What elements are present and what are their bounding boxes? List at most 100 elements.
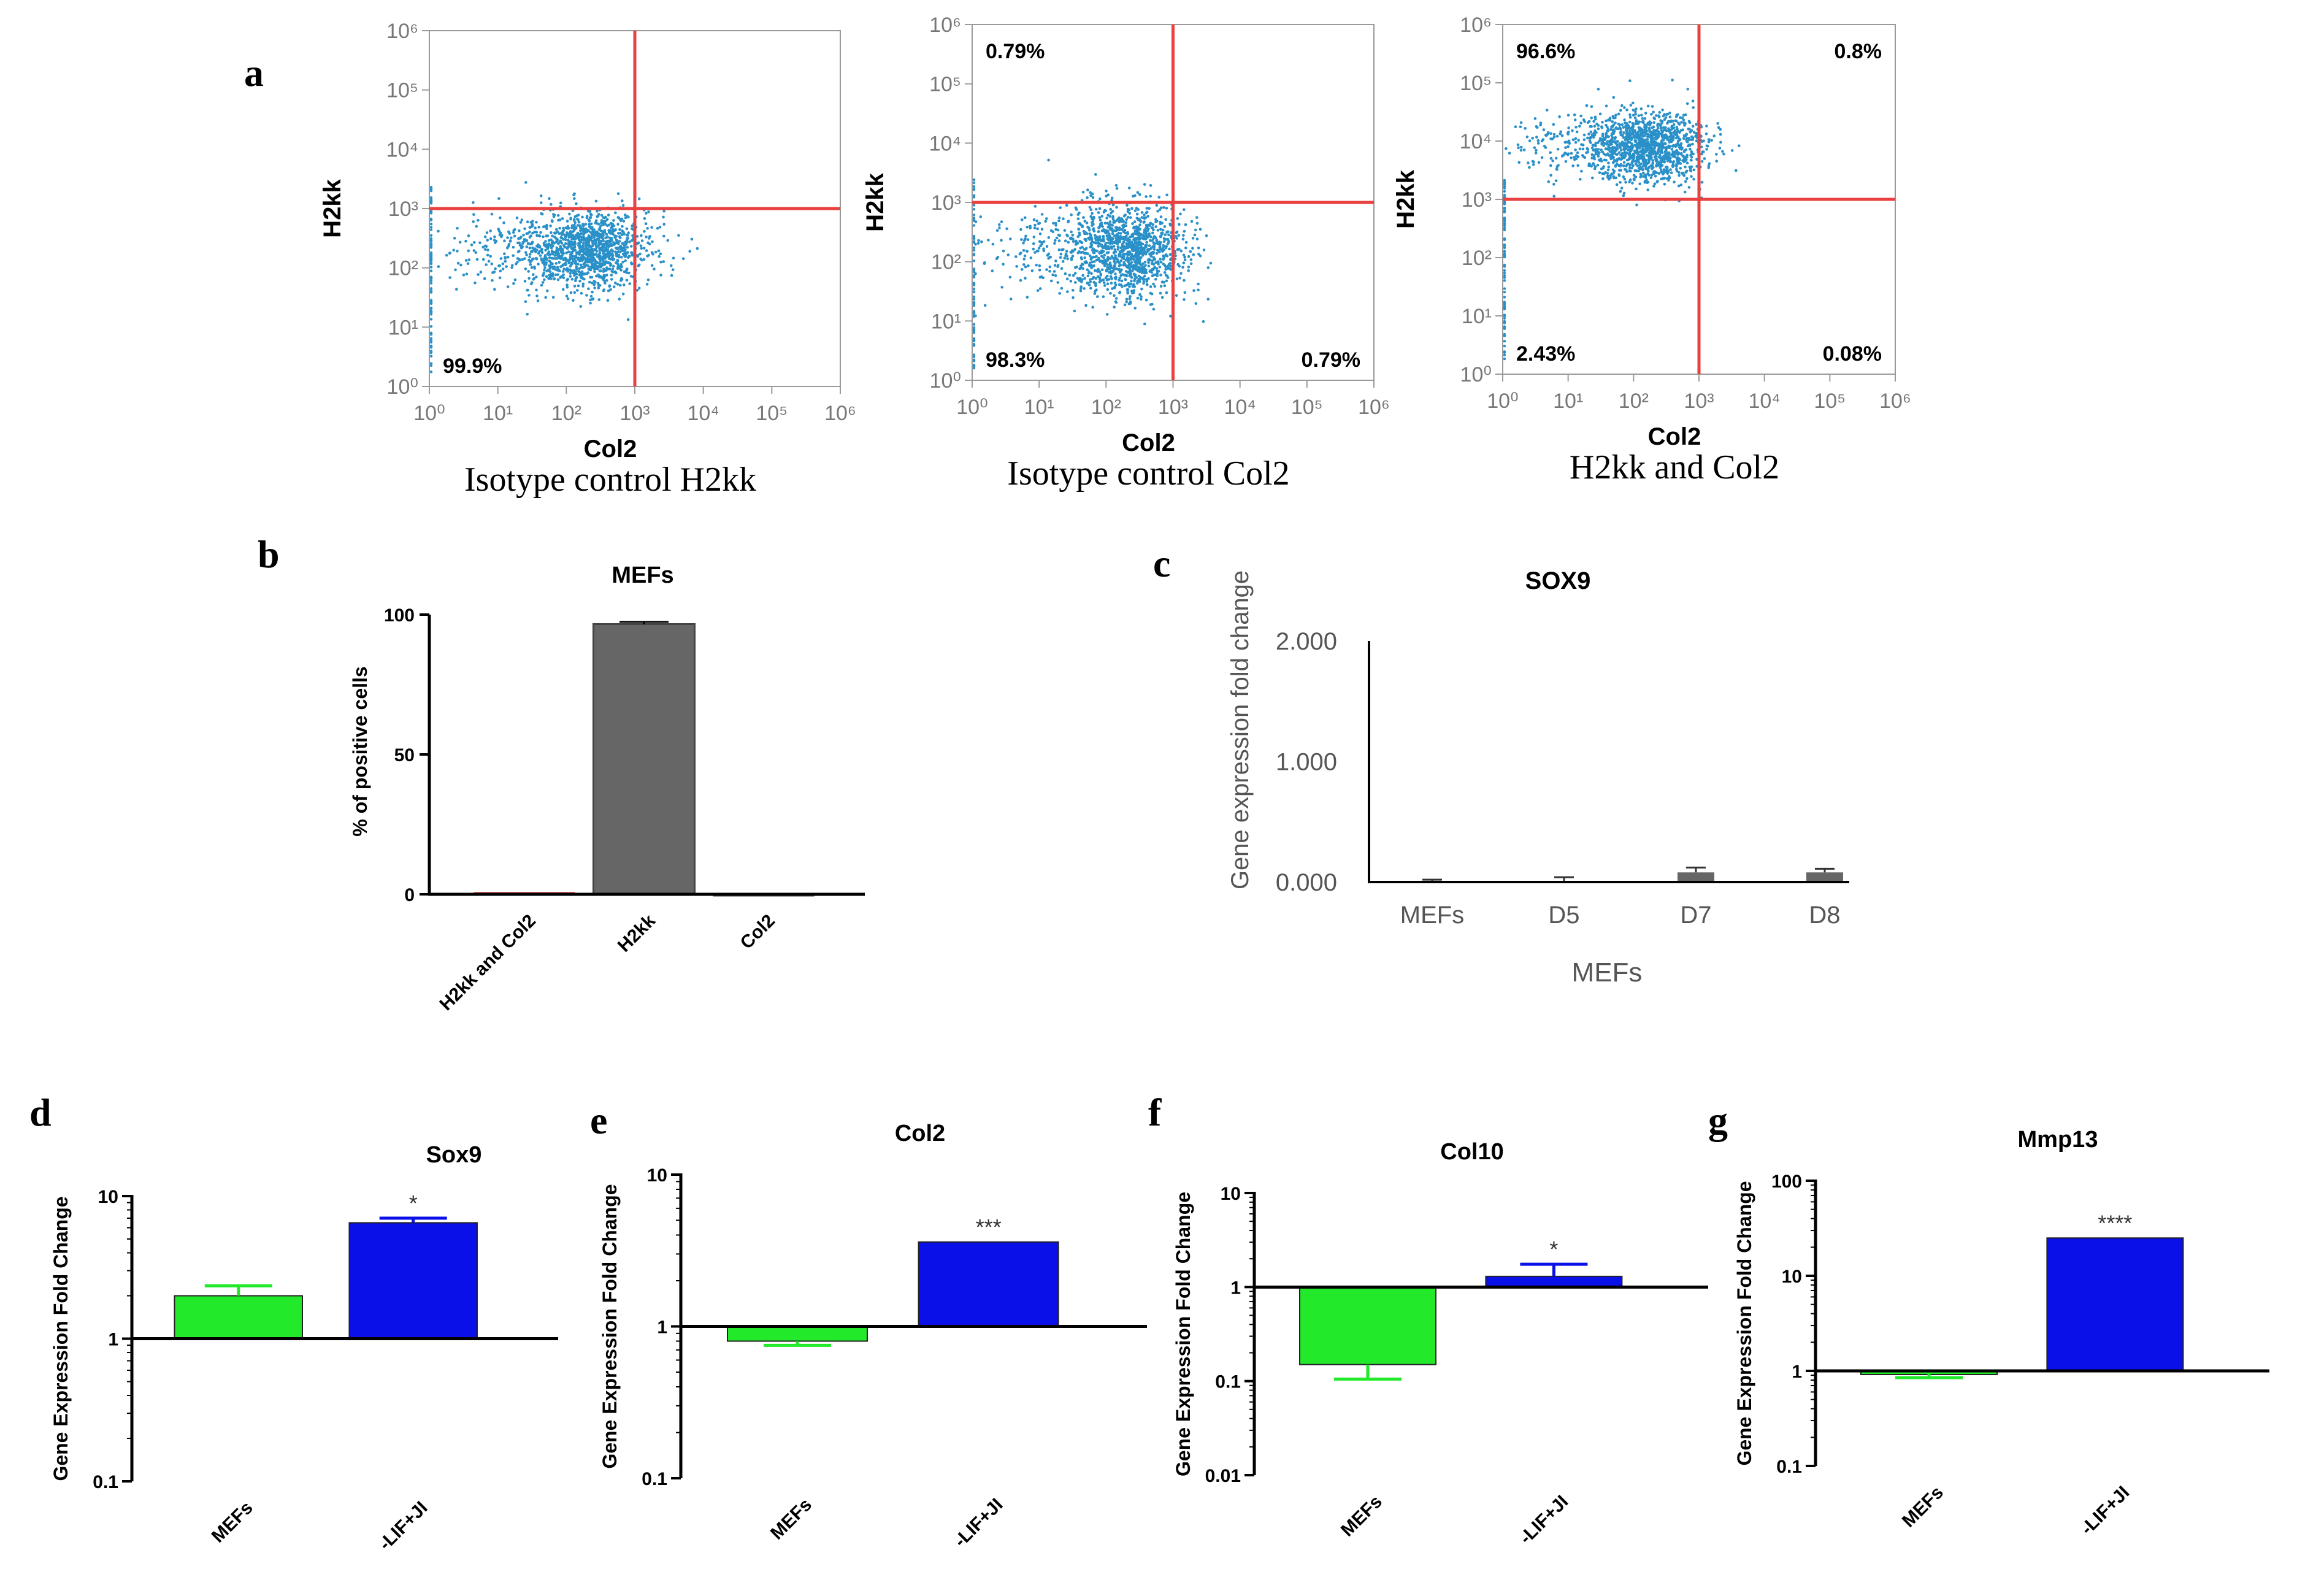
event-point	[1562, 153, 1565, 156]
event-point	[1102, 278, 1105, 282]
event-point	[453, 237, 456, 240]
event-point	[597, 284, 600, 288]
x-tick-label: 10⁵	[756, 402, 788, 425]
event-point	[1692, 177, 1695, 181]
event-point	[549, 224, 552, 228]
event-point	[1162, 237, 1166, 240]
event-point	[513, 234, 516, 238]
event-point	[1719, 140, 1722, 144]
event-point	[1673, 180, 1676, 184]
event-point	[501, 262, 505, 266]
event-point	[604, 236, 607, 240]
bar	[1806, 872, 1843, 882]
event-point	[1555, 134, 1559, 138]
event-point	[615, 238, 618, 242]
event-point	[526, 220, 529, 224]
event-point	[1503, 296, 1506, 299]
event-point	[556, 266, 559, 269]
event-point	[532, 277, 536, 280]
event-point	[972, 187, 976, 190]
event-point	[1133, 240, 1137, 244]
event-point	[1156, 269, 1159, 273]
event-point	[1710, 139, 1713, 142]
event-point	[1652, 172, 1656, 175]
event-point	[1625, 164, 1628, 168]
event-point	[1573, 156, 1576, 159]
event-point	[594, 262, 597, 265]
event-point	[518, 244, 522, 247]
event-point	[1528, 166, 1531, 169]
event-point	[1169, 315, 1172, 318]
event-point	[1101, 225, 1104, 228]
event-point	[1139, 234, 1143, 237]
event-point	[1156, 274, 1159, 277]
event-point	[1042, 240, 1046, 244]
event-point	[1159, 245, 1162, 248]
event-point	[1644, 160, 1647, 163]
event-point	[1164, 268, 1167, 271]
event-point	[589, 301, 592, 305]
event-point	[1657, 115, 1661, 118]
x-tick-label: 10⁴	[1224, 396, 1256, 419]
event-point	[1595, 131, 1598, 134]
event-point	[1100, 268, 1104, 272]
event-point	[1535, 125, 1538, 128]
event-point	[604, 243, 607, 246]
event-point	[1114, 229, 1118, 232]
event-point	[1642, 175, 1645, 178]
event-point	[1148, 258, 1151, 261]
event-point	[535, 248, 539, 252]
event-point	[586, 243, 590, 246]
event-point	[629, 275, 633, 278]
event-point	[612, 232, 615, 236]
event-point	[1149, 184, 1152, 187]
event-point	[1551, 137, 1554, 140]
event-point	[540, 283, 543, 287]
event-point	[1161, 250, 1164, 253]
event-point	[429, 276, 433, 279]
event-point	[1070, 251, 1073, 254]
panel-letter-g: g	[1708, 1099, 1728, 1142]
event-point	[1635, 156, 1639, 159]
event-point	[526, 313, 529, 316]
event-point	[1657, 142, 1660, 145]
event-point	[1594, 142, 1598, 145]
event-point	[1114, 184, 1118, 187]
event-point	[1183, 229, 1186, 233]
event-point	[625, 241, 628, 245]
event-point	[1684, 148, 1688, 152]
event-point	[1195, 237, 1199, 241]
event-point	[567, 250, 570, 254]
event-point	[513, 278, 517, 282]
event-point	[494, 267, 497, 270]
event-point	[543, 254, 547, 257]
event-point	[556, 251, 560, 255]
event-point	[1092, 260, 1096, 263]
event-point	[559, 201, 562, 205]
event-point	[1600, 126, 1604, 129]
event-point	[595, 274, 598, 278]
event-point	[626, 318, 630, 321]
event-point	[1063, 229, 1067, 232]
event-point	[1558, 115, 1561, 118]
event-point	[1130, 290, 1133, 293]
event-point	[456, 250, 459, 253]
event-point	[1093, 292, 1097, 295]
event-point	[493, 235, 496, 239]
event-point	[1136, 233, 1140, 236]
event-point	[1593, 125, 1597, 128]
event-point	[1108, 247, 1111, 251]
event-point	[611, 230, 615, 234]
event-point	[578, 235, 582, 239]
event-point	[573, 228, 577, 231]
event-point	[429, 310, 433, 313]
event-point	[597, 298, 601, 301]
event-point	[1205, 234, 1208, 237]
event-point	[578, 280, 581, 283]
event-point	[554, 268, 557, 271]
event-point	[1102, 250, 1105, 253]
event-point	[602, 250, 605, 254]
event-point	[1164, 218, 1167, 221]
event-point	[1129, 295, 1132, 298]
event-point	[456, 226, 459, 230]
